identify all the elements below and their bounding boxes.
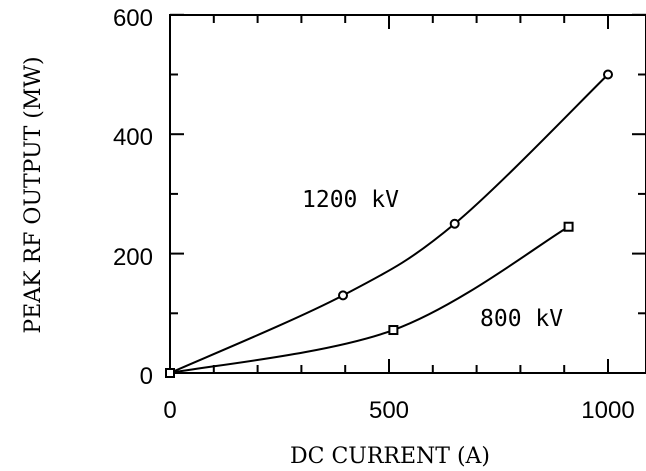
series-label-1200kv: 1200 kV [302, 187, 399, 213]
y-tick-label-400: 400 [113, 124, 153, 151]
data-point-0-3 [603, 69, 613, 80]
x-tick-label-1000: 1000 [581, 397, 634, 424]
data-point-0-2 [449, 218, 460, 229]
x-tick-label-0: 0 [163, 397, 176, 424]
series-markers [165, 69, 613, 378]
axis-ticks [169, 13, 646, 374]
series-line-0 [169, 73, 609, 374]
y-axis-title: PEAK RF OUTPUT (MW) [21, 56, 46, 333]
plot-frame [169, 14, 646, 374]
data-point-1-2 [563, 221, 574, 232]
x-tick-label-500: 500 [369, 397, 409, 424]
series-line-1 [169, 225, 570, 374]
x-axis-title: DC CURRENT (A) [290, 444, 490, 469]
series-label-800kv: 800 kV [480, 306, 563, 332]
data-point-1-1 [388, 325, 399, 336]
y-tick-label-600: 600 [113, 5, 153, 32]
y-tick-label-0: 0 [140, 363, 153, 390]
data-point-1-0 [165, 368, 175, 378]
y-tick-label-200: 200 [113, 244, 153, 271]
data-point-0-1 [338, 290, 349, 301]
